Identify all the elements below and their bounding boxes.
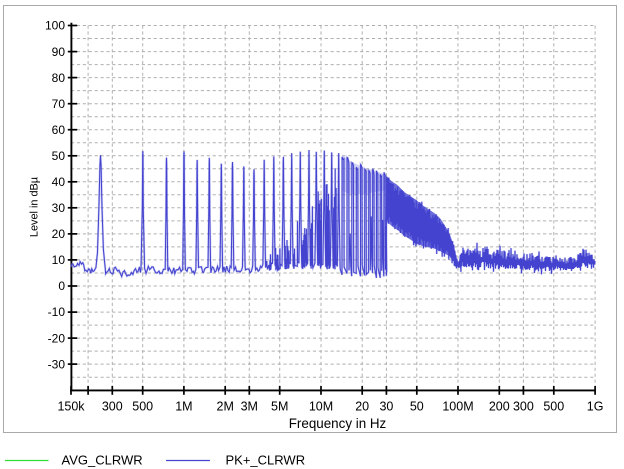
svg-text:50: 50 (410, 399, 424, 413)
svg-text:30: 30 (379, 399, 393, 413)
svg-text:2M: 2M (217, 399, 234, 413)
svg-text:-30: -30 (48, 357, 66, 371)
svg-text:Frequency in Hz: Frequency in Hz (289, 416, 387, 431)
svg-text:200: 200 (489, 399, 510, 413)
svg-text:10: 10 (52, 253, 66, 267)
svg-text:500: 500 (543, 399, 564, 413)
svg-text:100M: 100M (442, 399, 473, 413)
svg-text:-10: -10 (48, 305, 66, 319)
svg-text:20: 20 (52, 227, 66, 241)
svg-text:70: 70 (52, 97, 66, 111)
svg-text:100: 100 (45, 19, 65, 33)
svg-text:60: 60 (52, 123, 66, 137)
svg-text:90: 90 (52, 45, 66, 59)
svg-text:30: 30 (52, 201, 66, 215)
svg-text:5M: 5M (271, 399, 288, 413)
svg-text:-20: -20 (48, 331, 66, 345)
svg-text:300: 300 (102, 399, 123, 413)
svg-text:PK+_CLRWR: PK+_CLRWR (226, 453, 306, 468)
svg-text:300: 300 (513, 399, 534, 413)
svg-text:500: 500 (132, 399, 153, 413)
svg-text:1G: 1G (587, 399, 604, 413)
svg-text:50: 50 (52, 149, 66, 163)
svg-text:150k: 150k (57, 399, 85, 413)
svg-text:0: 0 (58, 279, 65, 293)
svg-text:40: 40 (52, 175, 66, 189)
svg-text:1M: 1M (175, 399, 192, 413)
svg-text:80: 80 (52, 71, 66, 85)
svg-text:3M: 3M (241, 399, 258, 413)
svg-text:10M: 10M (309, 399, 333, 413)
svg-text:20: 20 (355, 399, 369, 413)
svg-text:AVG_CLRWR: AVG_CLRWR (62, 453, 143, 468)
svg-text:Level in dBµ: Level in dBµ (29, 176, 41, 237)
